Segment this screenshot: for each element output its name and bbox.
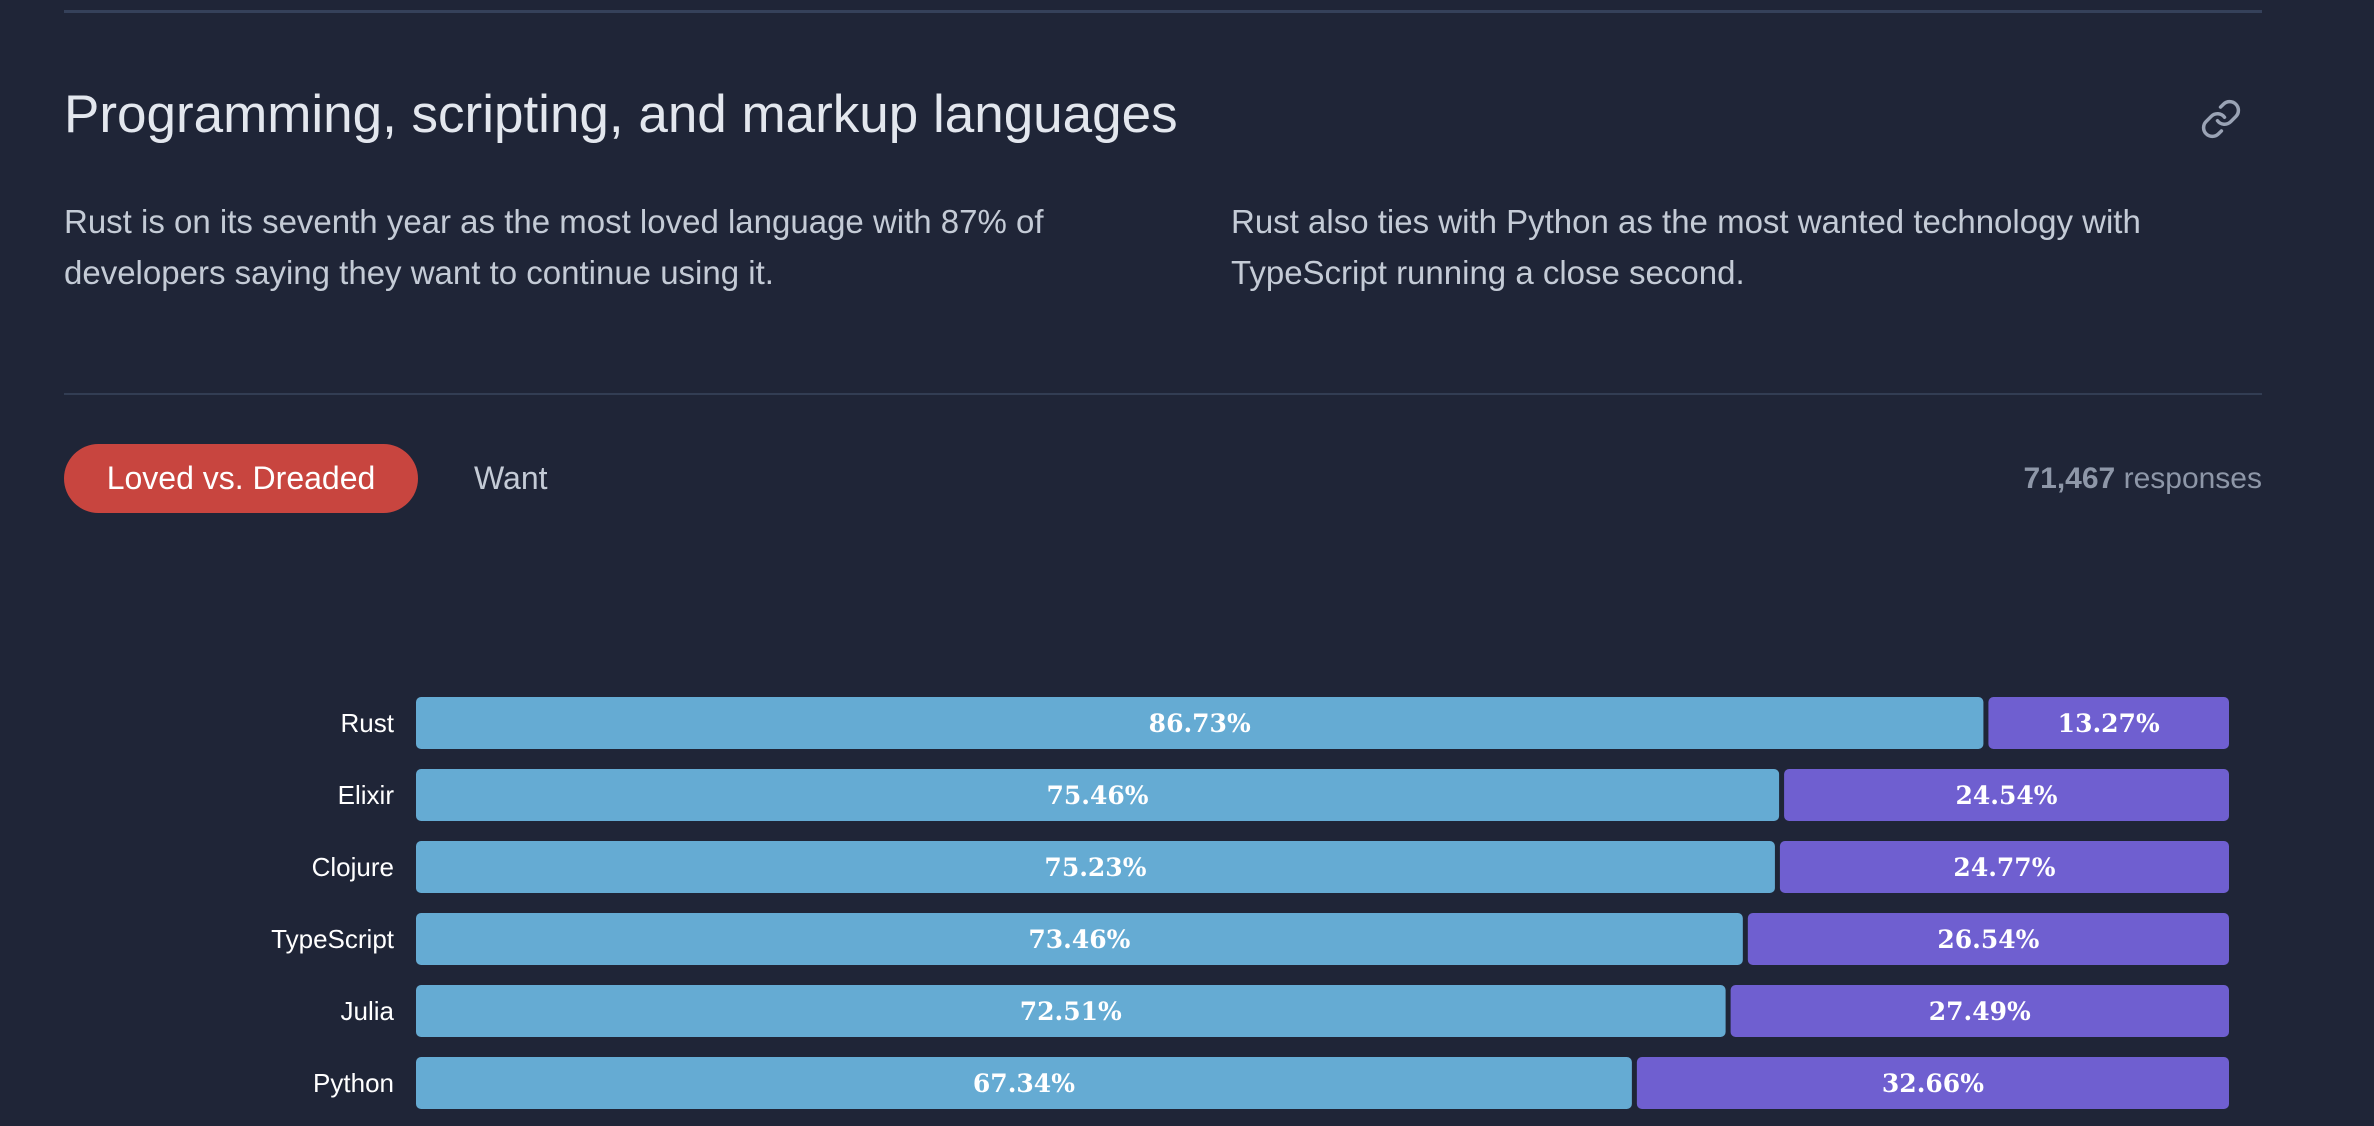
- category-label: Python: [313, 1068, 394, 1098]
- loved-bar[interactable]: [416, 769, 1780, 821]
- responses-number: 71,467: [2023, 462, 2116, 495]
- loved-bar[interactable]: [416, 1057, 1632, 1109]
- loved-value-label: 86.73%: [1149, 709, 1251, 738]
- dreaded-value-label: 26.54%: [1937, 925, 2039, 954]
- loved-value-label: 67.34%: [973, 1069, 1075, 1098]
- loved-bar[interactable]: [416, 697, 1984, 749]
- dreaded-value-label: 32.66%: [1882, 1069, 1984, 1098]
- dreaded-bar[interactable]: [1779, 841, 2229, 893]
- dreaded-value-label: 27.49%: [1929, 997, 2031, 1026]
- section-title: Programming, scripting, and markup langu…: [64, 85, 1178, 144]
- category-label: Rust: [341, 708, 395, 738]
- loved-bar[interactable]: [416, 913, 1743, 965]
- dreaded-value-label: 24.54%: [1956, 781, 2058, 810]
- category-label: TypeScript: [271, 924, 395, 954]
- dreaded-bar[interactable]: [1784, 769, 2229, 821]
- category-label: Julia: [341, 996, 395, 1026]
- dreaded-bar[interactable]: [1988, 697, 2229, 749]
- top-divider: [64, 10, 2262, 13]
- tab-want[interactable]: Want: [448, 444, 574, 513]
- category-label: Clojure: [312, 852, 394, 882]
- dreaded-bar[interactable]: [1730, 985, 2229, 1037]
- dreaded-value-label: 24.77%: [1953, 853, 2055, 882]
- tab-loved-vs-dreaded[interactable]: Loved vs. Dreaded: [64, 444, 418, 513]
- intro-loved: Rust is on its seventh year as the most …: [64, 203, 1044, 291]
- loved-bar[interactable]: [416, 985, 1726, 1037]
- responses-count: 71,467 responses: [2023, 462, 2262, 496]
- loved-value-label: 72.51%: [1020, 997, 1122, 1026]
- dreaded-bar[interactable]: [1747, 913, 2229, 965]
- category-label: Elixir: [338, 780, 395, 810]
- dreaded-value-label: 13.27%: [2058, 709, 2160, 738]
- loved-value-label: 73.46%: [1028, 925, 1130, 954]
- loved-value-label: 75.23%: [1044, 853, 1146, 882]
- intro-wanted: Rust also ties with Python as the most w…: [1231, 203, 2141, 291]
- section-divider: [64, 393, 2262, 395]
- link-icon: [2201, 99, 2241, 139]
- loved-value-label: 75.46%: [1047, 781, 1149, 810]
- loved-bar[interactable]: [416, 841, 1775, 893]
- dreaded-bar[interactable]: [1636, 1057, 2229, 1109]
- link-button[interactable]: [2200, 98, 2242, 140]
- responses-label: responses: [2123, 462, 2262, 495]
